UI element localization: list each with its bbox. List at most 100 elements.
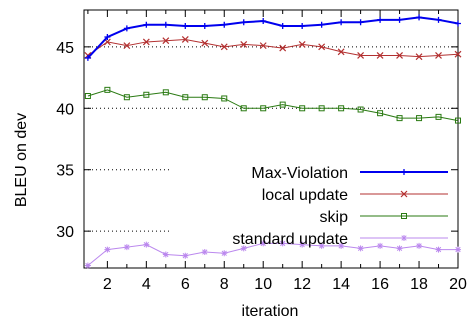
data-point	[454, 50, 462, 58]
data-point	[240, 19, 247, 26]
data-point	[377, 242, 384, 249]
x-tick-label: 10	[254, 276, 272, 293]
data-point	[318, 21, 325, 28]
data-point	[318, 105, 325, 112]
x-tick-label: 14	[332, 276, 350, 293]
data-point	[201, 22, 208, 29]
y-tick-label: 35	[56, 163, 74, 180]
data-point	[279, 240, 286, 247]
data-point	[259, 42, 267, 50]
data-point	[162, 251, 169, 258]
data-point	[376, 52, 384, 59]
data-point	[240, 245, 247, 252]
data-point	[143, 21, 150, 28]
data-point	[260, 105, 267, 112]
data-point	[396, 245, 403, 252]
series-standard-update	[84, 240, 461, 269]
data-point	[435, 16, 442, 23]
data-point	[279, 22, 286, 29]
y-axis-label: BLEU on dev	[13, 113, 30, 207]
data-point	[435, 113, 442, 120]
data-point	[123, 244, 130, 251]
data-point	[455, 20, 461, 27]
data-point	[123, 94, 130, 101]
series-max-violation	[84, 14, 461, 61]
data-point	[338, 19, 345, 26]
data-point	[182, 22, 189, 29]
legend-marker	[401, 235, 407, 241]
data-point	[416, 115, 423, 122]
data-point	[279, 44, 287, 52]
data-point	[201, 94, 208, 101]
y-tick-label: 45	[56, 40, 74, 57]
x-tick-label: 18	[410, 276, 428, 293]
data-point	[299, 105, 306, 112]
data-point	[279, 101, 286, 108]
data-point	[104, 34, 111, 41]
x-tick-label: 2	[103, 276, 112, 293]
x-tick-label: 16	[371, 276, 389, 293]
data-point	[162, 21, 169, 28]
data-point	[299, 241, 306, 248]
data-point	[104, 86, 111, 93]
data-point	[435, 52, 442, 59]
data-point	[298, 40, 306, 48]
data-point	[123, 25, 130, 32]
series-line	[87, 16, 459, 59]
data-point	[377, 16, 384, 23]
legend-marker	[400, 190, 408, 198]
x-tick-label: 12	[293, 276, 311, 293]
series-line	[87, 89, 459, 122]
data-point	[201, 39, 209, 47]
legend-label: Max-Violation	[251, 165, 348, 182]
data-point	[240, 105, 247, 112]
data-point	[415, 53, 423, 61]
legend-item-max-violation: Max-Violation	[251, 165, 448, 182]
data-point	[338, 242, 345, 249]
x-tick-label: 20	[449, 276, 467, 293]
series-local-update	[84, 36, 462, 61]
plot-frame	[83, 9, 459, 269]
data-point	[299, 22, 306, 29]
data-point	[162, 37, 170, 45]
data-point	[455, 246, 461, 253]
data-point	[338, 105, 345, 112]
y-tick-label: 40	[56, 101, 74, 118]
data-point	[220, 43, 228, 51]
data-point	[182, 94, 189, 101]
legend-label: standard update	[232, 231, 348, 248]
data-point	[123, 42, 131, 50]
data-point	[396, 115, 403, 122]
data-point	[396, 16, 403, 23]
x-tick-label: 6	[181, 276, 190, 293]
data-point	[240, 40, 248, 48]
x-axis-label: iteration	[242, 303, 299, 320]
data-point	[416, 14, 423, 21]
x-tick-label: 4	[142, 276, 151, 293]
data-point	[416, 242, 423, 249]
legend-item-skip: skip	[320, 209, 448, 226]
data-point	[221, 21, 228, 28]
data-point	[260, 18, 267, 25]
data-point	[84, 262, 91, 269]
data-point	[357, 245, 364, 252]
data-point	[201, 249, 208, 256]
data-point	[377, 110, 384, 117]
legend-marker	[401, 213, 407, 219]
legend-item-standard-update: standard update	[232, 231, 448, 248]
data-point	[181, 36, 189, 43]
data-point	[162, 89, 169, 96]
legend-label: skip	[320, 209, 349, 226]
data-point	[221, 250, 228, 257]
series-line	[87, 38, 459, 58]
data-point	[84, 93, 91, 99]
data-point	[260, 240, 267, 247]
data-point	[143, 241, 150, 248]
data-point	[182, 252, 189, 259]
data-point	[357, 106, 364, 113]
data-point	[142, 38, 150, 46]
x-tick-label: 8	[220, 276, 229, 293]
data-point	[318, 242, 325, 249]
